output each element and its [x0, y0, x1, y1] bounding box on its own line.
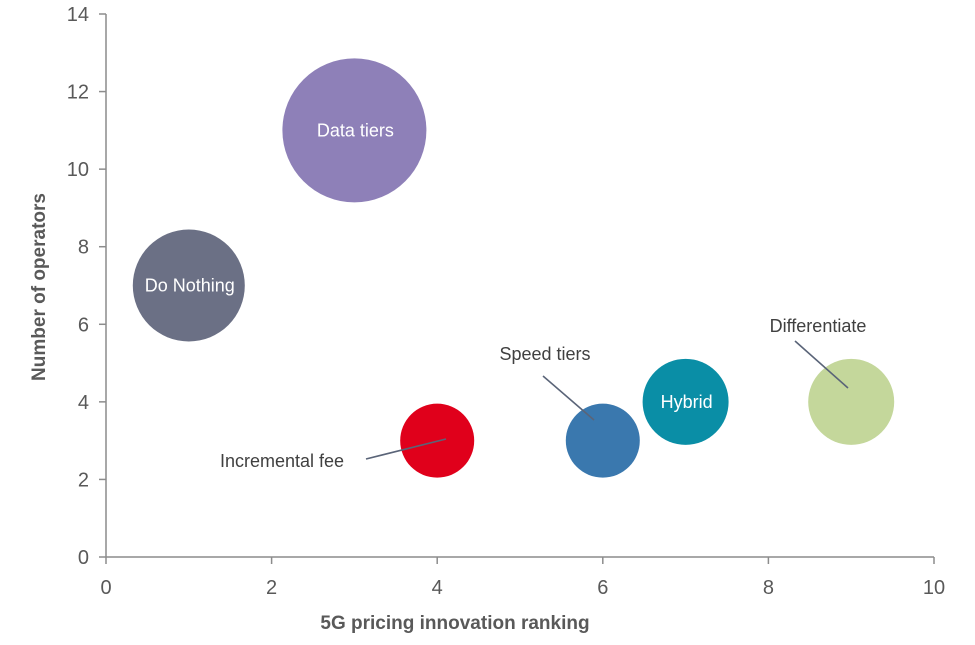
bubble-do-nothing — [132, 229, 245, 342]
x-tick-label: 2 — [266, 577, 277, 599]
bubble-labels-layer: Do Nothing Data tiers Incremental fee Speed… — [145, 120, 867, 471]
bubble-differentiate — [808, 358, 895, 445]
y-tick-label: 12 — [67, 82, 89, 104]
bubble-hybrid — [642, 358, 729, 445]
y-tick-label: 4 — [78, 392, 89, 414]
x-tick-label: 10 — [923, 577, 945, 599]
bubble-speed-tiers — [565, 403, 640, 478]
x-tick-label: 0 — [100, 577, 111, 599]
leader-line-speed-tiers — [542, 375, 595, 421]
bubble-label-do-nothing: Do Nothing — [145, 276, 235, 296]
bubble-data-tiers — [282, 58, 427, 203]
y-axis-ticks: 0 2 4 6 8 10 12 14 — [67, 4, 106, 569]
y-tick-label: 6 — [78, 314, 89, 336]
x-axis-ticks: 0 2 4 6 8 10 — [100, 557, 945, 599]
bubble-label-data-tiers: Data tiers — [317, 120, 394, 140]
x-tick-label: 4 — [432, 577, 443, 599]
leader-line-differentiate — [794, 340, 849, 389]
y-tick-label: 0 — [78, 547, 89, 569]
bubble-label-incremental-fee: Incremental fee — [220, 451, 344, 471]
bubble-label-speed-tiers: Speed tiers — [499, 344, 590, 364]
y-tick-label: 2 — [78, 469, 89, 491]
x-axis-title: 5G pricing innovation ranking — [320, 613, 589, 634]
bubbles-layer — [132, 58, 895, 478]
bubble-label-hybrid: Hybrid — [661, 392, 713, 412]
x-tick-label: 8 — [763, 577, 774, 599]
y-tick-label: 14 — [67, 4, 89, 26]
leader-lines-layer — [365, 340, 849, 460]
x-tick-label: 6 — [597, 577, 608, 599]
y-axis-title: Number of operators — [29, 193, 50, 381]
y-tick-label: 8 — [78, 237, 89, 259]
bubble-label-differentiate: Differentiate — [770, 316, 867, 336]
leader-line-incremental-fee — [365, 438, 447, 460]
y-tick-label: 10 — [67, 159, 89, 181]
